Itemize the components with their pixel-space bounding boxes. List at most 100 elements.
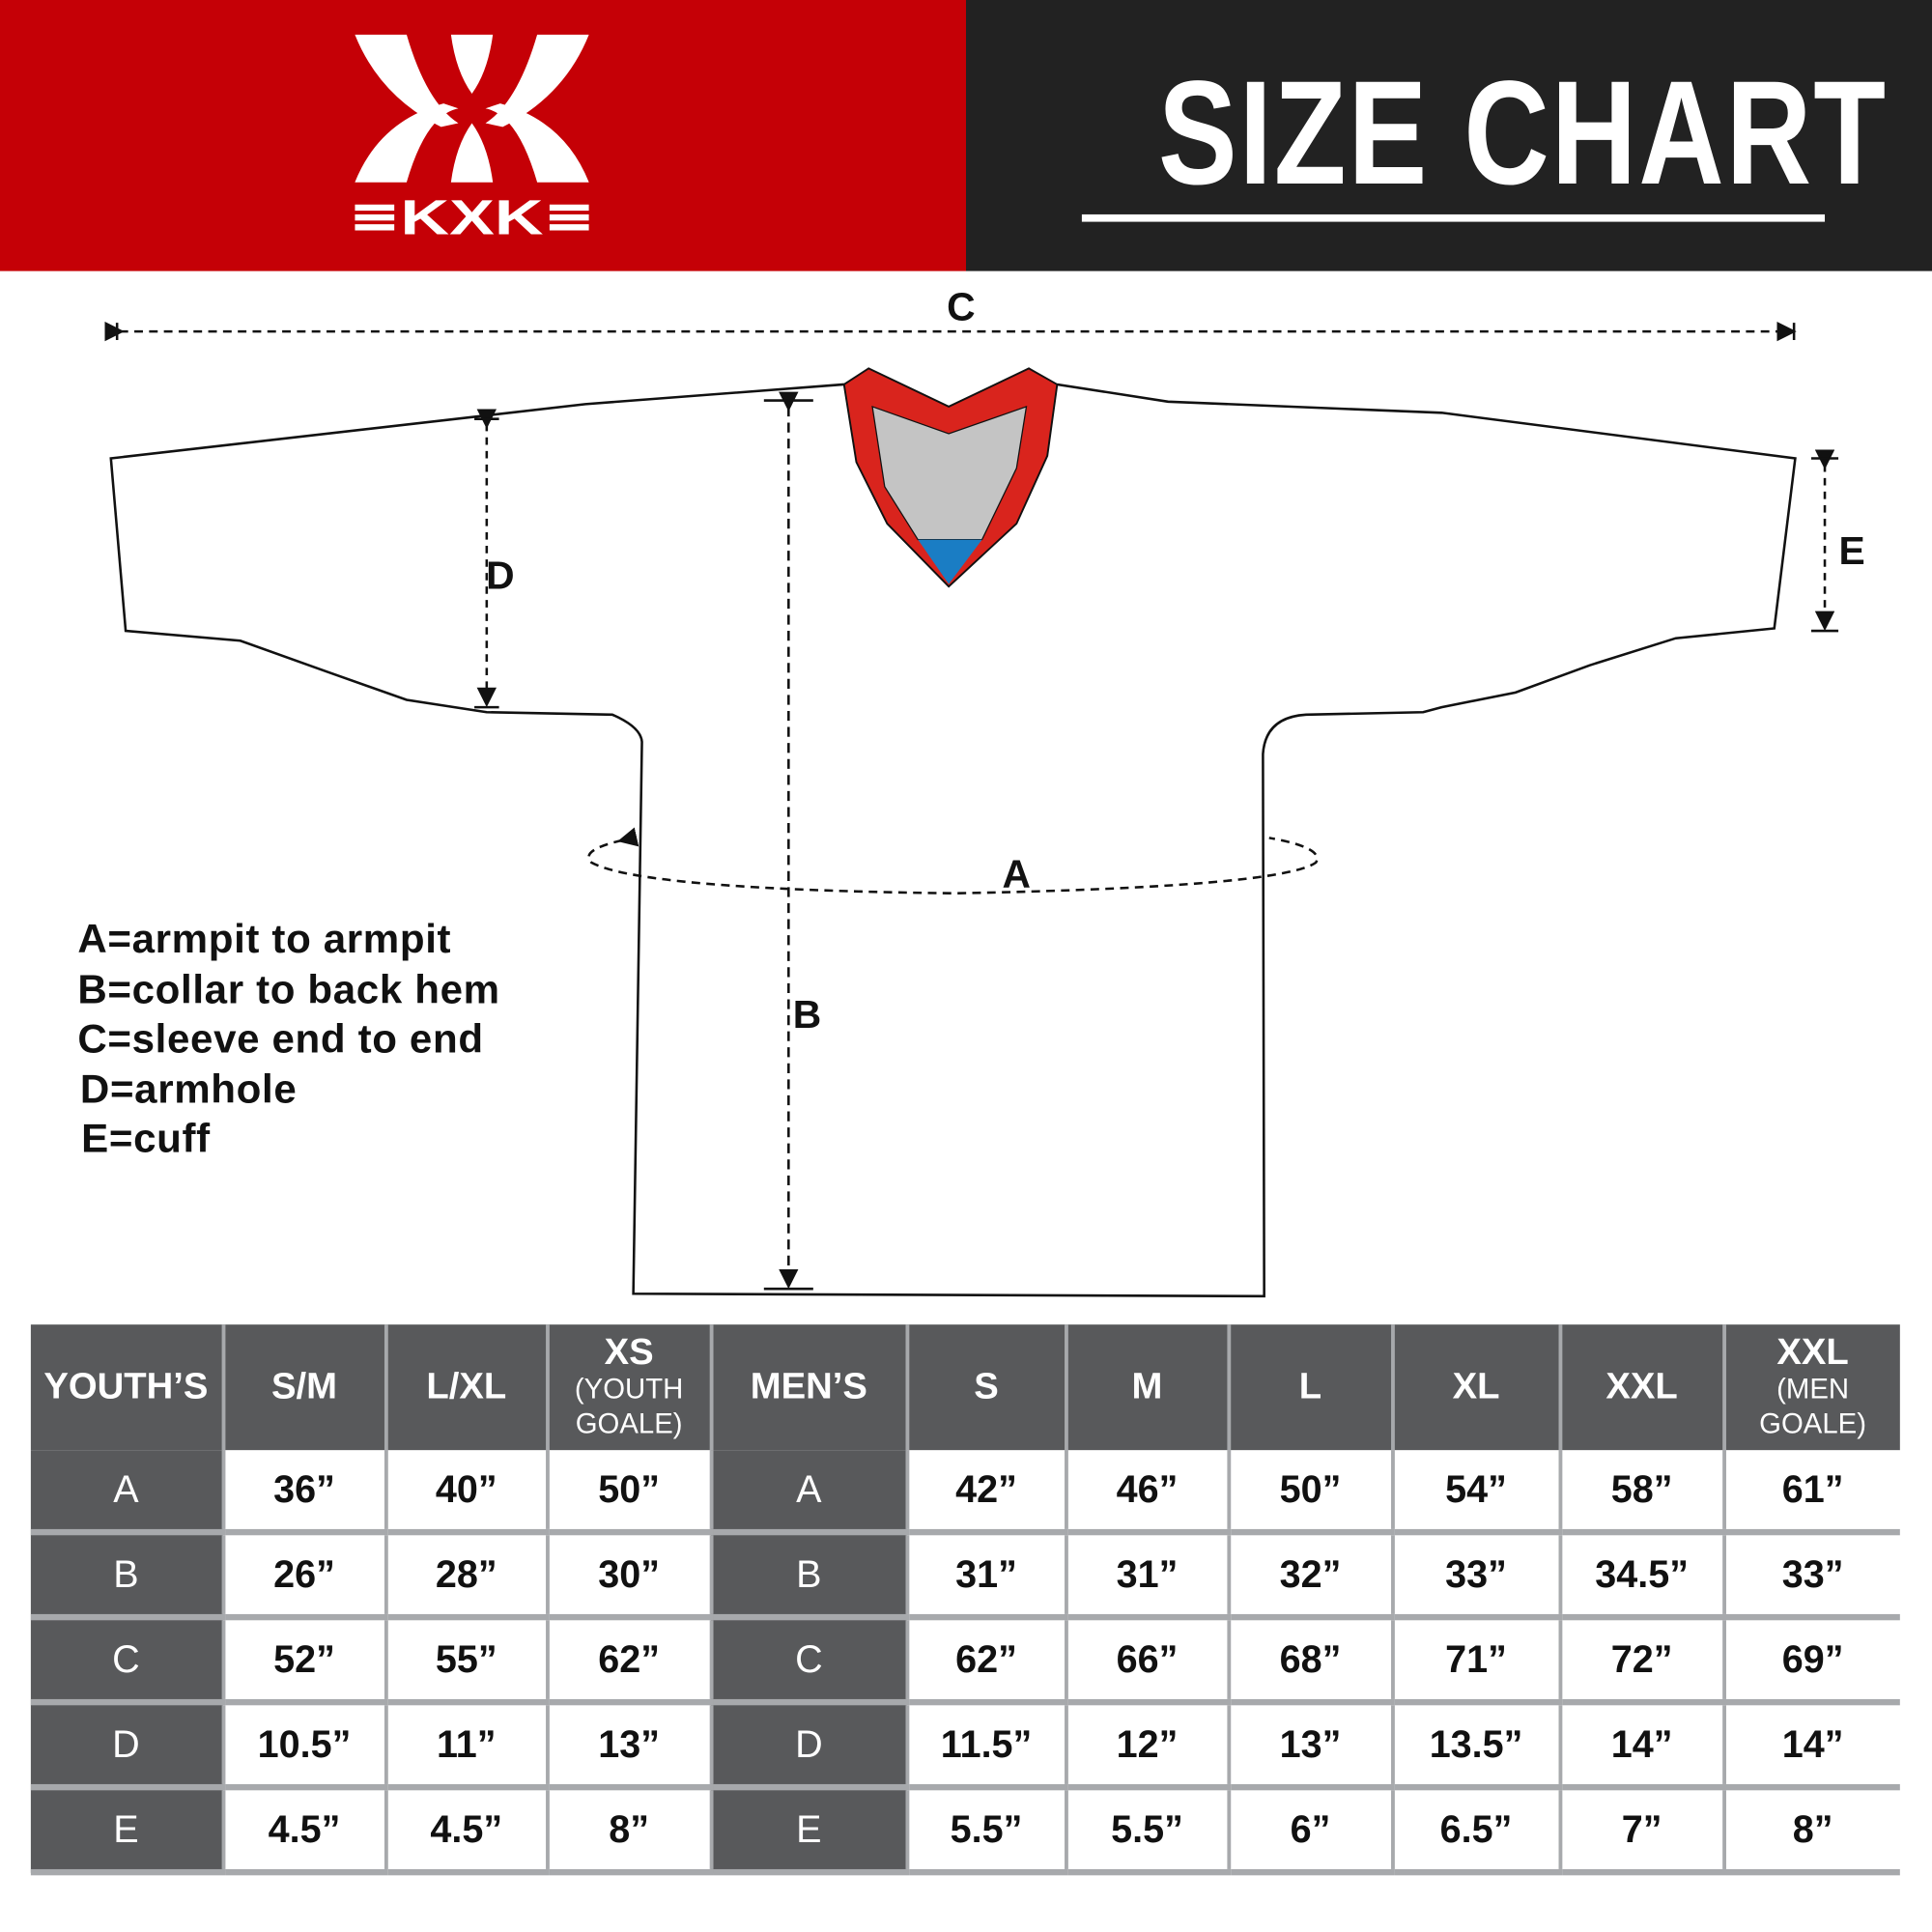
column-header-label: L/XL xyxy=(426,1366,507,1407)
size-value: 14” xyxy=(1721,1702,1900,1791)
row-label: D xyxy=(709,1702,907,1791)
size-value: 7” xyxy=(1557,1787,1724,1876)
size-value: 10.5” xyxy=(220,1702,386,1791)
size-value: 62” xyxy=(904,1617,1066,1706)
column-header: XXL xyxy=(1557,1324,1724,1451)
size-value: 69” xyxy=(1721,1617,1900,1706)
column-header: L/XL xyxy=(384,1324,548,1451)
row-label: C xyxy=(709,1617,907,1706)
collar-tag xyxy=(918,539,982,584)
size-value: 62” xyxy=(545,1617,711,1706)
size-value: 50” xyxy=(1226,1450,1393,1536)
label-a: A xyxy=(1003,851,1031,895)
column-header: S xyxy=(904,1324,1066,1451)
size-value: 31” xyxy=(904,1532,1066,1621)
size-value: 26” xyxy=(220,1532,386,1621)
column-header: YOUTH’S xyxy=(30,1324,223,1451)
row-label: E xyxy=(30,1787,223,1876)
kxk-logo: KXK xyxy=(355,34,589,237)
legend-item: B=collar to back hem xyxy=(77,965,500,1011)
column-header: XS (YOUTH GOALE) xyxy=(545,1324,711,1451)
size-value: 36” xyxy=(220,1450,386,1536)
column-header-label: L xyxy=(1298,1366,1322,1407)
legend-item: D=armhole xyxy=(79,1065,298,1111)
measure-a-loop xyxy=(587,827,1319,895)
label-b: B xyxy=(793,992,821,1037)
size-value: 68” xyxy=(1226,1617,1393,1706)
size-value: 71” xyxy=(1390,1617,1560,1706)
size-value: 28” xyxy=(384,1532,548,1621)
size-value: 13” xyxy=(545,1702,711,1791)
size-value: 46” xyxy=(1064,1450,1229,1536)
size-value: 40” xyxy=(384,1450,548,1536)
column-header-label: XXL xyxy=(1776,1331,1849,1373)
size-value: 4.5” xyxy=(384,1787,548,1876)
column-header-label: S/M xyxy=(271,1366,338,1407)
size-value: 11.5” xyxy=(904,1702,1066,1791)
size-value: 4.5” xyxy=(220,1787,386,1876)
row-label: A xyxy=(709,1450,907,1536)
jersey-diagram: C D B E A xyxy=(104,285,1865,1298)
table-row: D 10.5” 11” 13” D 11.5” 12” 13” 13.5” 14” 14” xyxy=(30,1702,1900,1791)
legend-item: E=cuff xyxy=(81,1115,211,1161)
column-header: L xyxy=(1226,1324,1393,1451)
size-value: 55” xyxy=(384,1617,548,1706)
row-label: B xyxy=(30,1532,223,1621)
size-value: 13” xyxy=(1226,1702,1393,1791)
column-header-label: S xyxy=(974,1366,999,1407)
jersey-outline xyxy=(109,383,1797,1298)
label-c: C xyxy=(947,285,975,329)
legend-item: C=sleeve end to end xyxy=(77,1015,484,1062)
size-value: 33” xyxy=(1721,1532,1900,1621)
column-header-label: XXL xyxy=(1605,1366,1678,1407)
size-value: 58” xyxy=(1557,1450,1724,1536)
table-row: B 26” 28” 30” B 31” 31” 32” 33” 34.5” 33” xyxy=(30,1532,1900,1621)
size-value: 6.5” xyxy=(1390,1787,1560,1876)
column-header-sublabel: (YOUTH GOALE) xyxy=(574,1372,684,1439)
size-value: 66” xyxy=(1064,1617,1229,1706)
row-label: E xyxy=(709,1787,907,1876)
size-value: 52” xyxy=(220,1617,386,1706)
column-header-sublabel: (MEN GOALE) xyxy=(1759,1372,1867,1439)
legend-item: A=armpit to armpit xyxy=(77,915,452,961)
size-value: 61” xyxy=(1721,1450,1900,1536)
measurement-legend: A=armpit to armpit B=collar to back hem … xyxy=(77,914,499,1163)
title-underline xyxy=(1081,213,1826,222)
size-value: 50” xyxy=(545,1450,711,1536)
column-header: XL xyxy=(1390,1324,1560,1451)
size-value: 6” xyxy=(1226,1787,1393,1876)
size-value: 14” xyxy=(1557,1702,1724,1791)
size-value: 8” xyxy=(1721,1787,1900,1876)
size-value: 31” xyxy=(1064,1532,1229,1621)
size-value: 54” xyxy=(1390,1450,1560,1536)
row-label: A xyxy=(30,1450,223,1536)
size-table: YOUTH’S S/M L/XL XS (YOUTH GOALE) MEN’S S M L XL X… xyxy=(30,1324,1900,1876)
header-title-panel xyxy=(965,0,1932,271)
size-value: 32” xyxy=(1226,1532,1393,1621)
size-value: 42” xyxy=(904,1450,1066,1536)
row-label: C xyxy=(30,1617,223,1706)
collar-inner xyxy=(871,405,1028,541)
size-value: 8” xyxy=(545,1787,711,1876)
table-header-row: YOUTH’S S/M L/XL XS (YOUTH GOALE) MEN’S S M L XL X… xyxy=(30,1324,1900,1451)
size-value: 33” xyxy=(1390,1532,1560,1621)
row-label: D xyxy=(30,1702,223,1791)
column-header-label: XL xyxy=(1452,1366,1500,1407)
column-header: M xyxy=(1064,1324,1229,1451)
column-header-label: M xyxy=(1131,1366,1163,1407)
column-header: XXL (MEN GOALE) xyxy=(1721,1324,1900,1451)
row-label: B xyxy=(709,1532,907,1621)
column-header-label: YOUTH’S xyxy=(43,1366,209,1407)
size-value: 5.5” xyxy=(904,1787,1066,1876)
column-header-label: XS xyxy=(604,1331,654,1373)
size-value: 11” xyxy=(384,1702,548,1791)
column-header-label: MEN’S xyxy=(750,1366,867,1407)
table-row: E 4.5” 4.5” 8” E 5.5” 5.5” 6” 6.5” 7” 8” xyxy=(30,1787,1900,1876)
size-value: 13.5” xyxy=(1390,1702,1560,1791)
table-row: A 36” 40” 50” A 42” 46” 50” 54” 58” 61” xyxy=(30,1450,1900,1536)
column-header: MEN’S xyxy=(709,1324,907,1451)
size-value: 5.5” xyxy=(1064,1787,1229,1876)
label-e: E xyxy=(1838,528,1864,573)
column-header: S/M xyxy=(220,1324,386,1451)
size-value: 30” xyxy=(545,1532,711,1621)
